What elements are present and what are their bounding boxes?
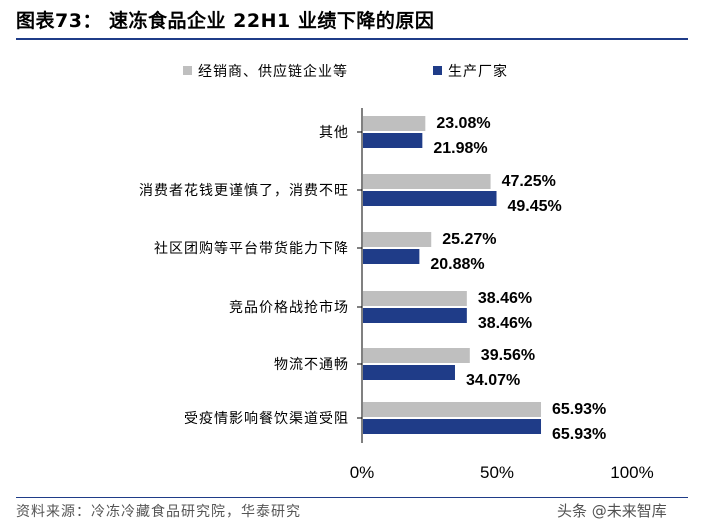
bar-manufacturer xyxy=(363,249,420,264)
value-label: 20.88% xyxy=(430,256,484,273)
value-label: 34.07% xyxy=(466,372,520,389)
legend-swatch xyxy=(433,66,442,75)
x-tick-label: 0% xyxy=(350,463,375,482)
bar-distributor xyxy=(363,348,470,363)
bar-manufacturer xyxy=(363,133,423,148)
bar-manufacturer xyxy=(363,308,467,323)
bar-distributor xyxy=(363,291,467,306)
category-label: 其他 xyxy=(319,125,349,141)
category-label: 物流不通畅 xyxy=(274,357,349,373)
title-rule xyxy=(16,38,688,40)
watermark: 头条 @未来智库 xyxy=(557,502,667,520)
bar-distributor xyxy=(363,232,432,247)
value-label: 21.98% xyxy=(433,140,487,157)
bar-distributor xyxy=(363,116,426,131)
footer-rule xyxy=(16,497,688,498)
x-tick-label: 100% xyxy=(610,463,653,482)
value-label: 49.45% xyxy=(508,198,562,215)
value-label: 47.25% xyxy=(502,173,556,190)
bar-distributor xyxy=(363,402,542,417)
legend-swatch xyxy=(183,66,192,75)
page-title: 图表73： 速冻食品企业 22H1 业绩下降的原因 xyxy=(16,10,435,32)
bar-manufacturer xyxy=(363,419,542,434)
category-label: 竞品价格战抢市场 xyxy=(229,299,349,316)
value-label: 23.08% xyxy=(436,115,490,132)
value-label: 38.46% xyxy=(478,315,532,332)
legend-label: 生产厂家 xyxy=(448,63,508,80)
value-label: 65.93% xyxy=(552,401,606,418)
category-label: 受疫情影响餐饮渠道受阻 xyxy=(184,411,349,427)
bar-manufacturer xyxy=(363,365,455,380)
bar-manufacturer xyxy=(363,191,497,206)
source-note: 资料来源：冷冻冷藏食品研究院，华泰研究 xyxy=(16,504,301,520)
category-label: 消费者花钱更谨慎了，消费不旺 xyxy=(139,183,349,199)
value-label: 25.27% xyxy=(442,231,496,248)
x-tick-label: 50% xyxy=(480,463,514,482)
value-label: 38.46% xyxy=(478,290,532,307)
category-label: 社区团购等平台带货能力下降 xyxy=(154,240,349,257)
legend-label: 经销商、供应链企业等 xyxy=(198,63,348,80)
bar-distributor xyxy=(363,174,491,189)
value-label: 65.93% xyxy=(552,426,606,443)
value-label: 39.56% xyxy=(481,347,535,364)
